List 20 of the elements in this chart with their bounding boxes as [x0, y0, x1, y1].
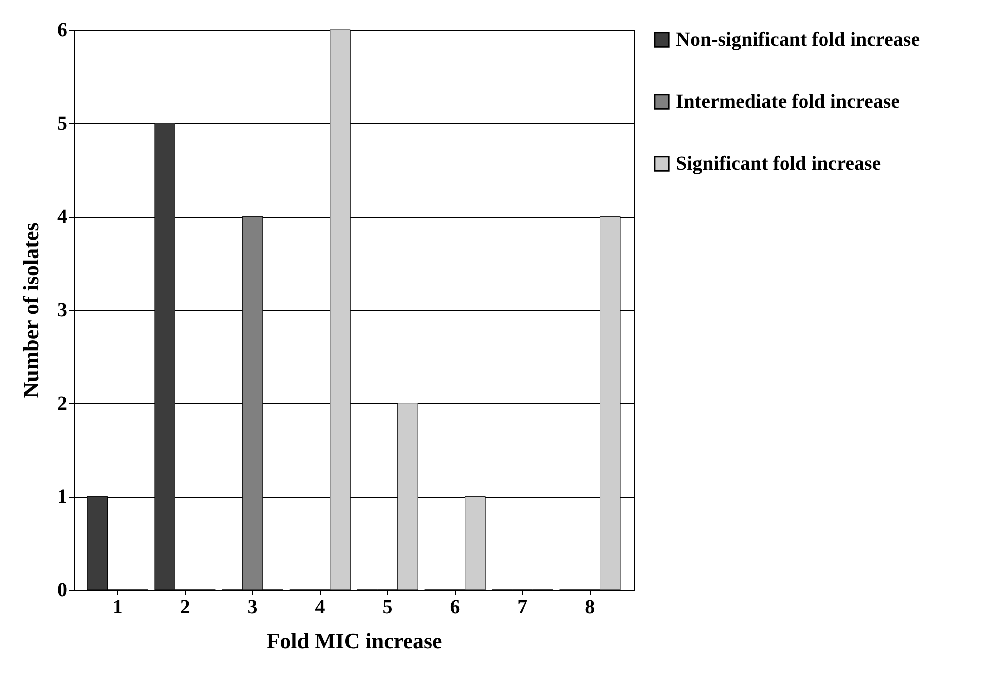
x-tick-label: 1	[112, 596, 123, 618]
x-tick-label: 7	[518, 596, 528, 618]
x-tick-label: 3	[248, 596, 258, 618]
y-tick-label: 3	[58, 300, 68, 322]
y-tick-label: 5	[58, 112, 68, 135]
x-tick-label: 6	[450, 596, 460, 618]
legend-label: Significant fold increase	[676, 153, 882, 175]
y-axis-title: Number of isolates	[18, 222, 44, 398]
y-tick-label: 6	[58, 20, 68, 42]
x-tick-label: 8	[585, 596, 596, 618]
y-tick-label: 4	[58, 206, 68, 228]
legend-label: Intermediate fold increase	[676, 91, 900, 113]
x-tick-label: 5	[382, 596, 393, 618]
x-tick-label: 2	[180, 596, 190, 618]
y-tick-label: 0	[58, 580, 68, 602]
x-tick-label: 4	[315, 596, 326, 618]
legend-label: Non-significant fold increase	[676, 29, 920, 51]
x-axis-title: Fold MIC increase	[266, 628, 443, 654]
y-tick-label: 1	[58, 486, 68, 508]
y-tick-label: 2	[58, 392, 68, 415]
